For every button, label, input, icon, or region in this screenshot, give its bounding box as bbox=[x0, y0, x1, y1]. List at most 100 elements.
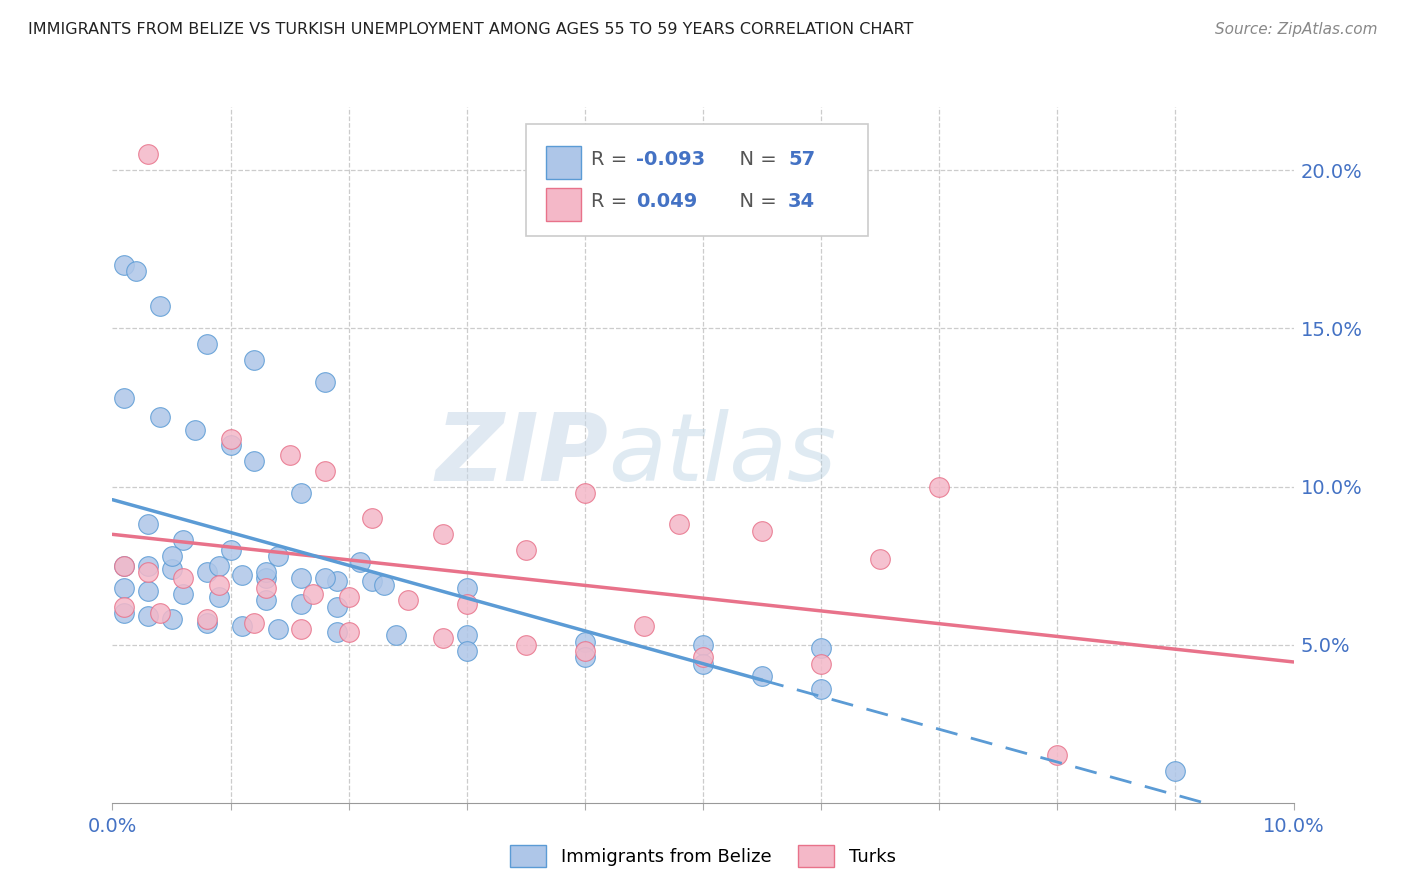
Point bbox=[361, 511, 384, 525]
Point bbox=[195, 337, 218, 351]
Point bbox=[810, 640, 832, 655]
Point bbox=[267, 549, 290, 563]
Point bbox=[195, 612, 218, 626]
Point bbox=[149, 606, 172, 620]
Point bbox=[254, 571, 277, 585]
Point bbox=[515, 638, 537, 652]
Point bbox=[456, 597, 478, 611]
Point bbox=[574, 486, 596, 500]
Point bbox=[692, 638, 714, 652]
Point bbox=[290, 486, 312, 500]
Point bbox=[243, 615, 266, 630]
Point bbox=[1046, 748, 1069, 763]
Point bbox=[160, 562, 183, 576]
Point bbox=[337, 591, 360, 605]
Point bbox=[243, 353, 266, 368]
Point bbox=[208, 558, 231, 573]
Point bbox=[751, 669, 773, 683]
Point bbox=[692, 657, 714, 671]
Point bbox=[396, 593, 419, 607]
Point bbox=[810, 681, 832, 696]
Point bbox=[869, 552, 891, 566]
Point bbox=[456, 644, 478, 658]
Point bbox=[432, 527, 454, 541]
Point bbox=[928, 479, 950, 493]
Point bbox=[112, 558, 135, 573]
Point bbox=[112, 599, 135, 614]
Text: ZIP: ZIP bbox=[436, 409, 609, 501]
Point bbox=[254, 565, 277, 579]
Text: 57: 57 bbox=[787, 150, 815, 169]
Point bbox=[160, 549, 183, 563]
Text: R =: R = bbox=[591, 192, 640, 211]
Point bbox=[633, 618, 655, 632]
Bar bbox=[546, 187, 581, 221]
Point bbox=[337, 625, 360, 640]
Point bbox=[219, 542, 242, 557]
Point bbox=[149, 299, 172, 313]
Text: N =: N = bbox=[727, 150, 783, 169]
Point bbox=[456, 628, 478, 642]
Point bbox=[172, 587, 194, 601]
Point bbox=[112, 391, 135, 405]
Point bbox=[810, 657, 832, 671]
Point bbox=[314, 464, 336, 478]
Point bbox=[184, 423, 207, 437]
Text: -0.093: -0.093 bbox=[636, 150, 704, 169]
Point bbox=[195, 565, 218, 579]
Point bbox=[136, 147, 159, 161]
Point bbox=[361, 574, 384, 589]
Point bbox=[314, 375, 336, 389]
Text: atlas: atlas bbox=[609, 409, 837, 500]
Point bbox=[112, 258, 135, 272]
Point bbox=[219, 432, 242, 446]
Point bbox=[231, 618, 253, 632]
Point bbox=[456, 581, 478, 595]
Text: 34: 34 bbox=[787, 192, 815, 211]
Text: N =: N = bbox=[727, 192, 783, 211]
Point bbox=[574, 634, 596, 648]
Legend: Immigrants from Belize, Turks: Immigrants from Belize, Turks bbox=[503, 838, 903, 874]
Point bbox=[290, 622, 312, 636]
Point bbox=[326, 625, 349, 640]
Text: Source: ZipAtlas.com: Source: ZipAtlas.com bbox=[1215, 22, 1378, 37]
Point bbox=[278, 448, 301, 462]
Point bbox=[751, 524, 773, 538]
Point bbox=[668, 517, 690, 532]
Point bbox=[373, 577, 395, 591]
Point bbox=[112, 581, 135, 595]
Text: 0.049: 0.049 bbox=[636, 192, 697, 211]
Point bbox=[385, 628, 408, 642]
Point bbox=[125, 264, 148, 278]
Point bbox=[149, 409, 172, 424]
Point bbox=[574, 644, 596, 658]
Point bbox=[326, 599, 349, 614]
Text: R =: R = bbox=[591, 150, 633, 169]
Point bbox=[515, 542, 537, 557]
Point bbox=[267, 622, 290, 636]
Point bbox=[290, 597, 312, 611]
Point bbox=[172, 571, 194, 585]
Point bbox=[231, 568, 253, 582]
Point bbox=[136, 609, 159, 624]
Point bbox=[219, 438, 242, 452]
Point bbox=[160, 612, 183, 626]
Point bbox=[432, 632, 454, 646]
Point bbox=[254, 581, 277, 595]
Point bbox=[326, 574, 349, 589]
Point bbox=[136, 558, 159, 573]
Bar bbox=[546, 146, 581, 179]
Point bbox=[136, 517, 159, 532]
Point bbox=[136, 583, 159, 598]
Point bbox=[208, 577, 231, 591]
Point bbox=[574, 650, 596, 665]
Point bbox=[112, 606, 135, 620]
Point bbox=[243, 454, 266, 468]
Point bbox=[692, 650, 714, 665]
Point bbox=[172, 533, 194, 548]
Point bbox=[254, 593, 277, 607]
Point bbox=[112, 558, 135, 573]
Point bbox=[136, 565, 159, 579]
Text: IMMIGRANTS FROM BELIZE VS TURKISH UNEMPLOYMENT AMONG AGES 55 TO 59 YEARS CORRELA: IMMIGRANTS FROM BELIZE VS TURKISH UNEMPL… bbox=[28, 22, 914, 37]
Point bbox=[302, 587, 325, 601]
